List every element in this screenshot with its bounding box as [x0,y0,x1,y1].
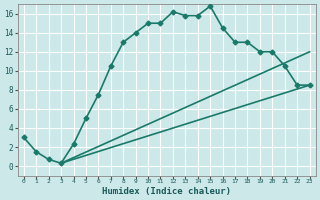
X-axis label: Humidex (Indice chaleur): Humidex (Indice chaleur) [102,187,231,196]
